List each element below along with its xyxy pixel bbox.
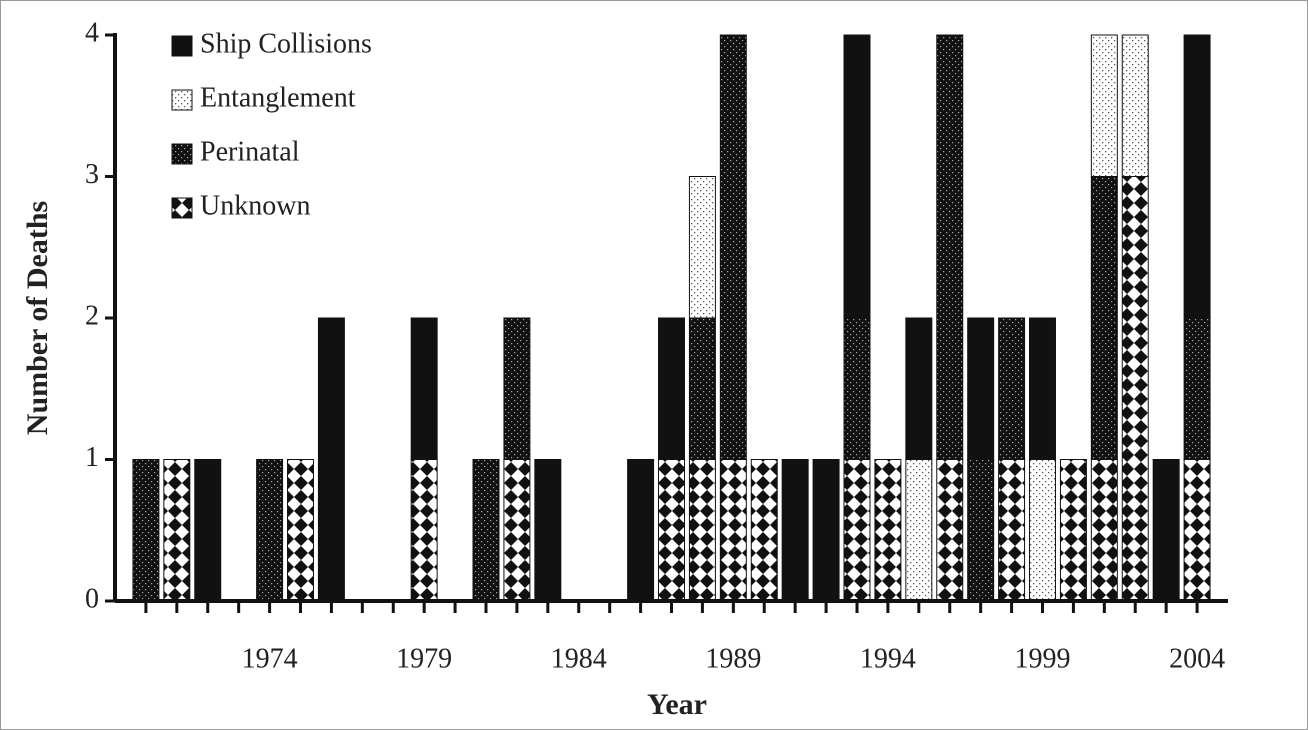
bar-segment xyxy=(1090,176,1118,460)
bar-segment xyxy=(1029,317,1056,460)
bar-segment xyxy=(1183,459,1211,602)
bar-segment xyxy=(1183,317,1211,460)
legend-label: Entanglement xyxy=(200,82,356,113)
x-tick-label: 1999 xyxy=(1015,643,1071,674)
bar-segment xyxy=(1152,459,1180,602)
bar-segment xyxy=(967,317,995,460)
bar-segment xyxy=(936,34,964,460)
bar-segment xyxy=(1029,459,1056,602)
bar-segment xyxy=(905,459,933,602)
legend-swatch xyxy=(171,197,193,219)
bar-segment xyxy=(967,459,995,602)
legend-swatch xyxy=(171,143,193,165)
bar-segment xyxy=(658,459,685,602)
bar-segment xyxy=(132,459,160,602)
legend-label: Perinatal xyxy=(200,136,300,167)
bar-segment xyxy=(287,459,314,602)
bar-segment xyxy=(317,317,345,602)
bar-segment xyxy=(812,459,840,602)
bar-segment xyxy=(1059,459,1087,602)
bar-segment xyxy=(256,459,284,602)
bar-segment xyxy=(1121,34,1149,177)
x-tick-label: 1994 xyxy=(860,643,916,674)
bar-segment xyxy=(905,317,933,460)
legend-swatch xyxy=(171,35,193,57)
x-axis-title: Year xyxy=(647,688,707,721)
bar-segment xyxy=(410,317,438,460)
bar-segment xyxy=(627,459,655,602)
bar-segment xyxy=(874,459,902,602)
legend-swatch xyxy=(171,89,193,111)
x-tick-label: 1979 xyxy=(396,643,452,674)
bar-segment xyxy=(781,459,809,602)
bar-segment xyxy=(750,459,778,602)
bar-segment xyxy=(534,459,562,602)
y-tick-label: 0 xyxy=(85,583,99,614)
bar-segment xyxy=(1090,459,1118,602)
x-tick-label: 1984 xyxy=(551,643,607,674)
bar-segment xyxy=(194,459,222,602)
bar-segment xyxy=(1183,34,1211,319)
bar-segment xyxy=(163,459,191,602)
x-tick-label: 1989 xyxy=(705,643,761,674)
bar-segment xyxy=(472,459,500,602)
y-tick-label: 4 xyxy=(85,17,99,48)
y-tick-label: 3 xyxy=(85,159,99,190)
legend-label: Unknown xyxy=(200,190,310,221)
bar-segment xyxy=(688,459,716,602)
bar-segment xyxy=(843,459,871,602)
bar-segment xyxy=(688,317,716,460)
bar-segment xyxy=(998,459,1026,602)
y-tick-label: 1 xyxy=(85,442,99,473)
bar-segment xyxy=(1121,176,1149,602)
y-tick-label: 2 xyxy=(85,300,99,331)
bar-segment xyxy=(719,459,747,602)
x-tick-label: 1974 xyxy=(242,643,298,674)
bar-segment xyxy=(503,317,531,460)
bar-segment xyxy=(503,459,531,602)
legend-label: Ship Collisions xyxy=(200,28,372,59)
bar-segment xyxy=(998,317,1026,460)
x-tick-label: 2004 xyxy=(1169,643,1225,674)
bar-segment xyxy=(843,317,871,460)
bar-segment xyxy=(719,34,747,460)
y-axis-title: Number of Deaths xyxy=(21,201,54,435)
bar-segment xyxy=(658,317,685,460)
bar-segment xyxy=(688,176,716,319)
bar-segment xyxy=(410,459,438,602)
bar-segment xyxy=(936,459,964,602)
bar-segment xyxy=(1090,34,1118,177)
bar-segment xyxy=(843,34,871,319)
